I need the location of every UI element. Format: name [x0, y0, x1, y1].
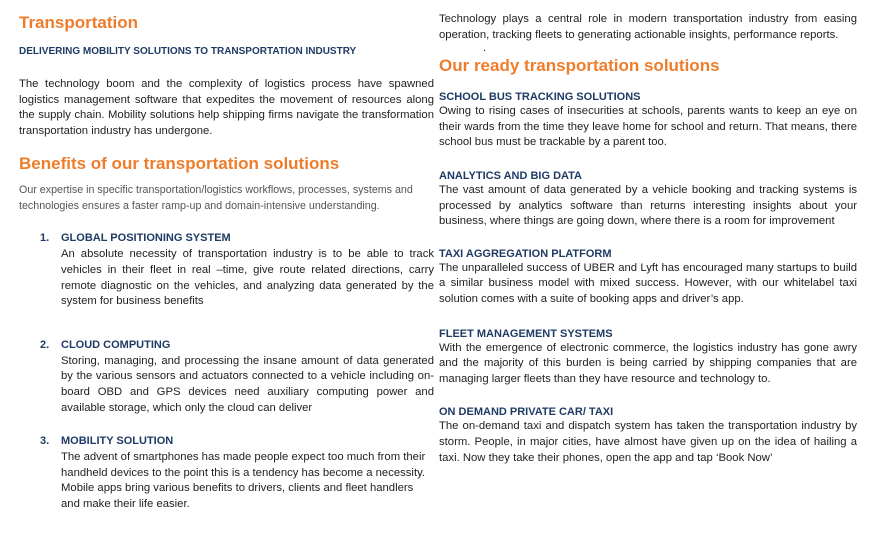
solution-heading: TAXI AGGREGATION PLATFORM — [439, 247, 612, 260]
page-title: Transportation — [19, 13, 139, 32]
solution-heading: ANALYTICS AND BIG DATA — [439, 169, 582, 182]
intro-paragraph: The technology boom and the complexity o… — [19, 78, 434, 137]
stray-dot: . — [483, 42, 487, 55]
benefits-intro: Our expertise in specific transportation… — [19, 184, 413, 213]
benefits-heading: Benefits of our transportation solutions — [19, 154, 340, 174]
list-item: 1. GLOBAL POSITIONING SYSTEM An absolute… — [19, 231, 434, 309]
solution-section: ANALYTICS AND BIG DATA The vast amount o… — [439, 169, 857, 230]
list-number: 3. — [40, 435, 50, 448]
list-text: Storing, managing, and processing the in… — [61, 354, 434, 414]
list-heading: GLOBAL POSITIONING SYSTEM — [61, 232, 231, 245]
solution-text: Owing to rising cases of insecurities at… — [439, 105, 857, 149]
solution-text: With the emergence of electronic commerc… — [439, 341, 857, 385]
solution-heading: FLEET MANAGEMENT SYSTEMS — [439, 327, 613, 340]
list-heading: MOBILITY SOLUTION — [61, 435, 174, 448]
list-item: 3. MOBILITY SOLUTION The advent of smart… — [19, 434, 434, 512]
solution-section: ON DEMAND PRIVATE CAR/ TAXI The on-deman… — [439, 405, 857, 466]
solution-text: The unparalleled success of UBER and Lyf… — [439, 261, 857, 305]
solution-heading: ON DEMAND PRIVATE CAR/ TAXI — [439, 406, 614, 419]
solution-heading: SCHOOL BUS TRACKING SOLUTIONS — [439, 91, 641, 104]
solution-section: FLEET MANAGEMENT SYSTEMS With the emerge… — [439, 327, 857, 388]
solution-section: SCHOOL BUS TRACKING SOLUTIONS Owing to r… — [439, 90, 857, 151]
left-column: Transportation DELIVERING MOBILITY SOLUT… — [19, 12, 434, 513]
solution-section: TAXI AGGREGATION PLATFORM The unparallel… — [439, 247, 857, 308]
page-subtitle: DELIVERING MOBILITY SOLUTIONS TO TRANSPO… — [19, 46, 357, 57]
solutions-heading: Our ready transportation solutions — [439, 56, 720, 76]
list-number: 1. — [40, 232, 50, 245]
benefits-list: 1. GLOBAL POSITIONING SYSTEM An absolute… — [19, 231, 434, 512]
solution-text: The on-demand taxi and dispatch system h… — [439, 420, 857, 464]
list-heading: CLOUD COMPUTING — [61, 338, 171, 351]
list-text: The advent of smartphones has made peopl… — [61, 451, 426, 510]
right-column: Technology plays a central role in moder… — [439, 12, 857, 466]
list-text: An absolute necessity of transportation … — [61, 248, 434, 308]
right-intro: Technology plays a central role in moder… — [439, 13, 857, 41]
list-item: 2. CLOUD COMPUTING Storing, managing, an… — [19, 338, 434, 416]
list-number: 2. — [40, 338, 50, 351]
solution-text: The vast amount of data generated by a v… — [439, 183, 857, 228]
